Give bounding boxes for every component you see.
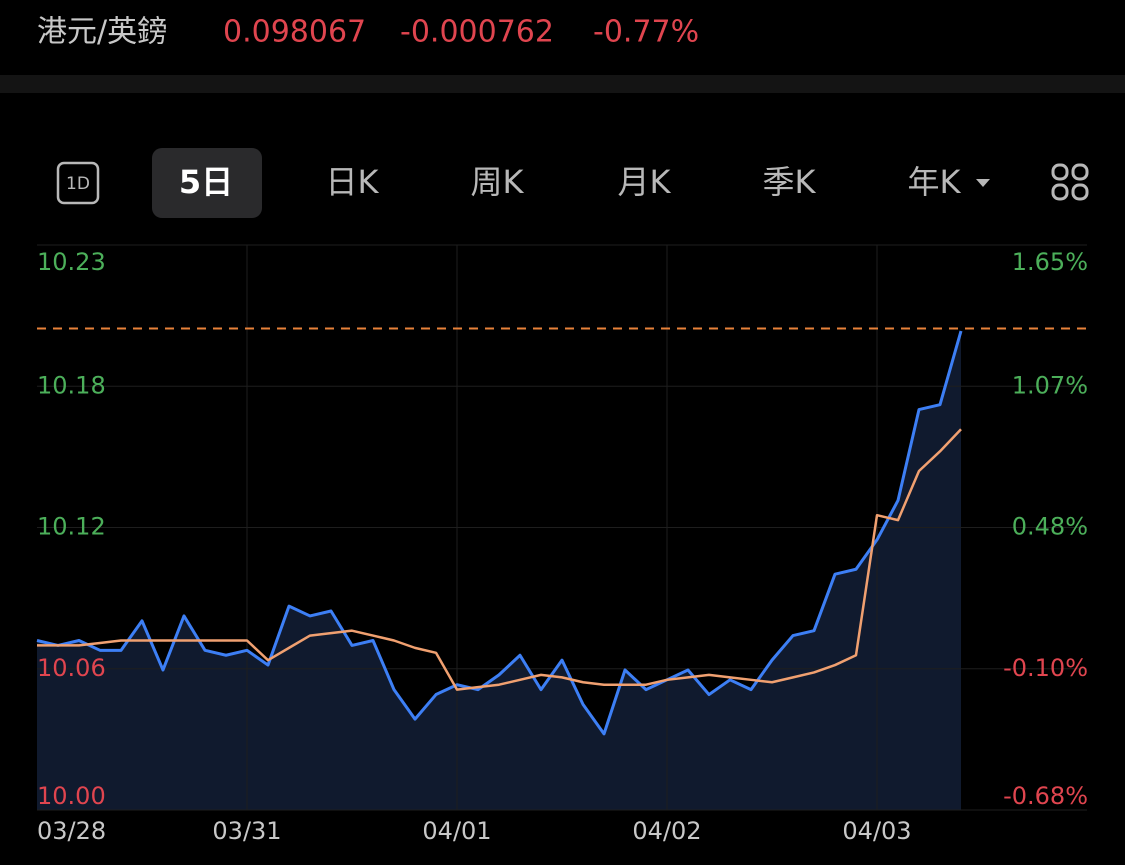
y-tick-label: 10.23 <box>37 248 106 276</box>
y-tick-label: 10.00 <box>37 782 106 810</box>
x-tick-label: 04/01 <box>422 817 491 845</box>
tab[interactable]: 年K <box>908 163 962 201</box>
series-line <box>36 330 963 736</box>
y2-tick-label: 0.48% <box>1012 513 1088 541</box>
divider <box>0 75 1125 93</box>
series-line <box>37 428 962 691</box>
tab-1d-box <box>56 161 100 205</box>
y-tick-label: 10.12 <box>37 513 106 541</box>
x-tick-label: 04/03 <box>842 817 911 845</box>
y2-tick-label: 1.65% <box>1012 248 1088 276</box>
tab[interactable]: 季K <box>763 163 817 201</box>
change-pct: -0.77% <box>593 15 699 50</box>
y2-tick-label: -0.68% <box>1003 782 1088 810</box>
tab[interactable]: 日K <box>326 163 380 201</box>
y2-tick-label: -0.10% <box>1003 654 1088 682</box>
tab[interactable]: 月K <box>618 163 672 201</box>
x-tick-label: 03/31 <box>212 817 281 845</box>
dropdown-arrow <box>976 179 990 187</box>
y-tick-label: 10.06 <box>37 654 106 682</box>
tab[interactable]: 5日 <box>179 163 233 201</box>
tab[interactable]: 周K <box>471 163 525 201</box>
change: -0.000762 <box>400 15 554 50</box>
tab-selected-bg <box>152 148 262 218</box>
x-tick-label: 04/02 <box>632 817 701 845</box>
plot: 10.00 10.06 10.12 10.18 10.23 -0.68% -0.10% 0.4… <box>36 244 1088 845</box>
pair: 港元/英鎊 <box>37 15 167 50</box>
x-tick-label: 03/28 <box>37 817 106 845</box>
price: 0.098067 <box>223 15 366 50</box>
grid-icon[interactable] <box>1051 163 1089 201</box>
y-tick-label: 10.18 <box>37 371 106 399</box>
y2-tick-label: 1.07% <box>1012 371 1088 399</box>
tab[interactable]: 1D <box>66 174 90 194</box>
area <box>37 330 961 810</box>
